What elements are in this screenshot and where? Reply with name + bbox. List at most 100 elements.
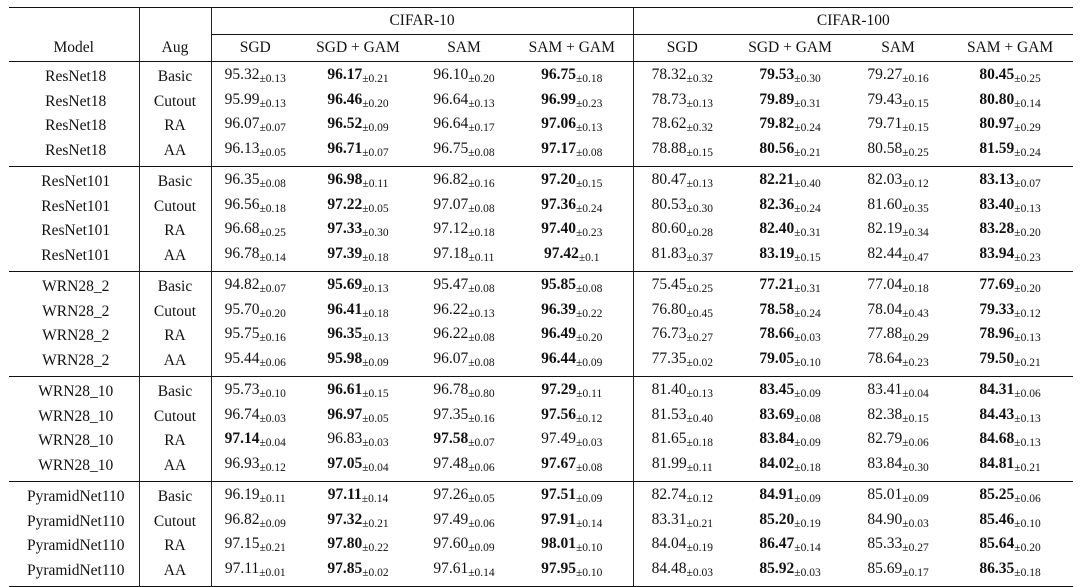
value: 96.93 xyxy=(224,454,260,472)
value-cell: 96.22±0.08 xyxy=(417,324,511,349)
best-value: 85.46 xyxy=(979,510,1015,528)
best-value: 80.80 xyxy=(979,90,1015,108)
value-cell: 79.71±0.15 xyxy=(849,114,947,139)
std-dev: ±0.28 xyxy=(686,227,713,239)
value-cell: 97.18±0.11 xyxy=(417,244,511,272)
value-cell: 78.73±0.13 xyxy=(632,89,732,114)
std-dev: ±0.25 xyxy=(686,283,713,295)
value-cell: 81.60±0.35 xyxy=(849,195,947,220)
value: 94.82 xyxy=(224,276,260,293)
value-cell: 97.33±0.30 xyxy=(299,219,417,244)
std-dev: ±0.04 xyxy=(362,461,389,474)
value-cell: 97.06±0.13 xyxy=(511,114,633,139)
best-value: 97.32 xyxy=(327,510,363,528)
value-cell: 80.45±0.25 xyxy=(947,61,1074,90)
value: 79.27 xyxy=(867,66,903,83)
value-cell: 96.17±0.21 xyxy=(299,61,417,90)
std-dev: ±0.14 xyxy=(361,493,389,505)
value-cell: 83.84±0.09 xyxy=(731,429,849,454)
best-value: 98.01 xyxy=(541,535,576,552)
table-row: ResNet101 AA 96.78±0.14 97.39±0.18 97.18±0.1… xyxy=(9,243,1073,272)
value-cell: 96.52±0.09 xyxy=(299,114,417,139)
aug-cell: Basic xyxy=(138,61,211,90)
best-value: 85.20 xyxy=(759,510,795,528)
model-cell: ResNet101 xyxy=(41,222,111,239)
value: 96.74 xyxy=(224,405,260,423)
std-dev: ±0.20 xyxy=(1014,542,1041,554)
std-dev: ±0.16 xyxy=(468,178,495,190)
best-value: 97.91 xyxy=(541,510,576,528)
std-dev: ±0.11 xyxy=(576,388,603,400)
std-dev: ±0.07 xyxy=(259,283,286,295)
value-cell: 97.32±0.21 xyxy=(299,510,417,535)
table-row: WRN28_10 Cutout 96.74±0.03 96.97±0.05 97.35±… xyxy=(9,404,1073,430)
best-value: 96.44 xyxy=(541,349,576,367)
std-dev: ±0.09 xyxy=(468,542,495,554)
value-cell: 84.91±0.09 xyxy=(731,481,850,510)
std-dev: ±0.18 xyxy=(575,73,603,85)
value-cell: 81.40±0.13 xyxy=(632,376,732,405)
std-dev: ±0.09 xyxy=(362,356,389,369)
value-cell: 97.39±0.18 xyxy=(299,244,417,272)
value: 78.62 xyxy=(651,115,687,132)
std-dev: ±0.45 xyxy=(686,307,713,320)
value-cell: 79.89±0.31 xyxy=(731,90,849,115)
best-value: 84.02 xyxy=(759,454,795,472)
value-cell: 97.35±0.16 xyxy=(417,405,511,430)
value-cell: 97.11±0.14 xyxy=(299,481,417,510)
value: 75.45 xyxy=(651,276,687,293)
std-dev: ±0.21 xyxy=(362,73,389,85)
value-cell: 82.44±0.47 xyxy=(849,244,947,272)
std-dev: ±0.06 xyxy=(902,437,929,449)
value: 95.99 xyxy=(224,90,260,108)
std-dev: ±0.03 xyxy=(259,412,286,425)
value-cell: 97.58±0.07 xyxy=(417,429,511,454)
value: 82.03 xyxy=(867,171,903,188)
value-cell: 97.49±0.06 xyxy=(417,510,511,535)
best-value: 85.64 xyxy=(979,535,1015,552)
value: 80.47 xyxy=(651,171,687,188)
value-cell: 96.71±0.07 xyxy=(299,139,417,167)
model-cell: WRN28_10 xyxy=(38,407,114,425)
aug-cell: Cutout xyxy=(138,404,211,429)
value-cell: 96.82±0.16 xyxy=(417,166,511,195)
std-dev: ±0.18 xyxy=(1014,566,1041,579)
best-value: 96.49 xyxy=(541,325,576,342)
std-dev: ±0.24 xyxy=(794,202,821,215)
std-dev: ±0.09 xyxy=(575,356,603,369)
std-dev: ±0.14 xyxy=(259,251,286,264)
best-value: 82.36 xyxy=(759,195,795,213)
best-value: 97.40 xyxy=(541,220,576,237)
std-dev: ±0.23 xyxy=(575,227,603,239)
std-dev: ±0.25 xyxy=(259,227,286,239)
value-cell: 96.83±0.03 xyxy=(299,429,417,454)
best-value: 84.91 xyxy=(759,486,795,503)
table-row: ResNet101 RA 96.68±0.25 97.33±0.30 97.12±0.1… xyxy=(9,219,1073,244)
value-cell: 96.98±0.11 xyxy=(299,166,417,195)
table-row: PyramidNet110 RA 97.15±0.21 97.80±0.22 97.60… xyxy=(9,534,1073,559)
aug-cell: AA xyxy=(138,243,211,272)
value-cell: 84.43±0.13 xyxy=(947,405,1073,430)
std-dev: ±0.11 xyxy=(686,461,713,474)
value: 77.88 xyxy=(867,325,903,342)
std-dev: ±0.27 xyxy=(686,332,713,344)
std-dev: ±0.06 xyxy=(1014,388,1041,400)
best-value: 96.35 xyxy=(327,325,363,342)
value: 80.53 xyxy=(651,195,687,213)
value: 80.58 xyxy=(867,139,903,157)
std-dev: ±0.10 xyxy=(575,542,603,554)
value-cell: 97.26±0.05 xyxy=(417,481,511,510)
std-dev: ±0.11 xyxy=(259,493,286,505)
best-value: 97.11 xyxy=(327,486,362,503)
best-value: 97.58 xyxy=(433,430,469,447)
best-value: 97.56 xyxy=(541,405,576,423)
value-cell: 96.46±0.20 xyxy=(299,90,417,115)
best-value: 97.29 xyxy=(541,381,577,398)
best-value: 83.84 xyxy=(759,430,795,447)
best-value: 83.69 xyxy=(759,405,795,423)
value: 81.83 xyxy=(651,244,687,262)
std-dev: ±0.13 xyxy=(468,307,495,320)
std-dev: ±0.43 xyxy=(902,307,929,320)
value: 84.04 xyxy=(651,535,687,552)
aug-cell: RA xyxy=(138,219,211,244)
